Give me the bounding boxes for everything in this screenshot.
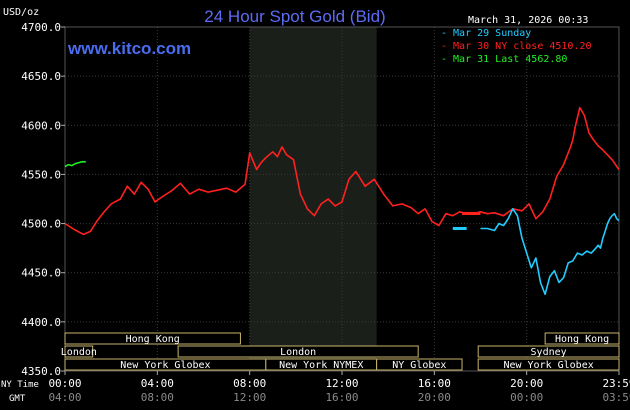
x-axis-ticks: 00:0004:0004:0008:0008:0012:0012:0016:00… [48, 371, 630, 404]
y-tick-label-7: 4350.0 [21, 365, 61, 378]
legend-item-mar31: - Mar 31 Last 4562.80 [441, 54, 567, 65]
x-tick-ny-2: 08:00 [233, 377, 266, 390]
session-label: London [280, 347, 316, 358]
price-series [64, 106, 620, 296]
session-1: Hong Kong [544, 332, 620, 345]
x-tick-ny-1: 04:00 [141, 377, 174, 390]
y-tick-label-2: 4600.0 [21, 119, 61, 132]
session-label: New York Globex [503, 360, 593, 371]
session-label: Hong Kong [555, 334, 609, 345]
session-bar [544, 332, 620, 345]
y-tick-label-3: 4550.0 [21, 168, 61, 181]
session-label: London [61, 347, 97, 358]
session-8: New York Globex [477, 358, 620, 371]
x-tick-gmt-6: 03:59 [602, 391, 630, 404]
y-tick-label-1: 4650.0 [21, 70, 61, 83]
x-tick-gmt-3: 16:00 [325, 391, 358, 404]
series-line-0 [64, 106, 620, 236]
y-tick-label-6: 4400.0 [21, 316, 61, 329]
session-bar [376, 358, 463, 371]
chart-title: 24 Hour Spot Gold (Bid) [204, 7, 385, 26]
session-5: New York Globex [64, 358, 267, 371]
session-label: New York NYMEX [279, 360, 363, 371]
session-6: New York NYMEX [265, 358, 378, 371]
gmt-label: GMT [9, 394, 26, 404]
legend-item-mar30: - Mar 30 NY close 4510.20 [441, 41, 592, 52]
y-tick-label-4: 4500.0 [21, 218, 61, 231]
legend: - Mar 29 Sunday - Mar 30 NY close 4510.2… [441, 28, 592, 65]
site-url: www.kitco.com [67, 39, 191, 58]
session-label: Sydney [531, 347, 567, 358]
x-tick-gmt-5: 00:00 [510, 391, 543, 404]
session-bar [177, 345, 419, 358]
x-tick-ny-5: 20:00 [510, 377, 543, 390]
x-tick-ny-4: 16:00 [418, 377, 451, 390]
timestamp: March 31, 2026 00:33 [468, 15, 588, 26]
x-tick-gmt-1: 08:00 [141, 391, 174, 404]
y-unit-label: USD/oz [3, 7, 39, 18]
x-tick-ny-6: 23:59 [602, 377, 630, 390]
session-2: London [61, 345, 97, 358]
y-axis-ticks: 4700.0 4650.0 4600.0 4550.0 4500.0 4450.0 4400… [21, 21, 65, 378]
series-line-2 [64, 160, 86, 168]
x-tick-ny-3: 12:00 [325, 377, 358, 390]
ny-time-label: NY Time [1, 380, 39, 390]
legend-item-mar29: - Mar 29 Sunday [441, 28, 531, 39]
session-bar [477, 358, 620, 371]
market-sessions: Hong Kong Hong Kong London London Sydney New … [61, 332, 620, 371]
x-tick-gmt-4: 20:00 [418, 391, 451, 404]
session-label: New York Globex [120, 360, 210, 371]
session-label: Hong Kong [126, 334, 180, 345]
session-3: London [177, 345, 419, 358]
y-tick-label-5: 4450.0 [21, 267, 61, 280]
session-bar [64, 332, 241, 345]
x-tick-gmt-0: 04:00 [48, 391, 81, 404]
session-bar [64, 345, 94, 358]
x-tick-gmt-2: 12:00 [233, 391, 266, 404]
session-bar [477, 345, 620, 358]
session-label: NY Globex [392, 360, 446, 371]
shaded-nymex-hours [249, 27, 377, 371]
session-4: Sydney [477, 345, 620, 358]
session-7: NY Globex [376, 358, 463, 371]
series-line-1 [480, 208, 620, 296]
y-tick-label-0: 4700.0 [21, 21, 61, 34]
x-tick-ny-0: 00:00 [48, 377, 81, 390]
session-0: Hong Kong [64, 332, 241, 345]
